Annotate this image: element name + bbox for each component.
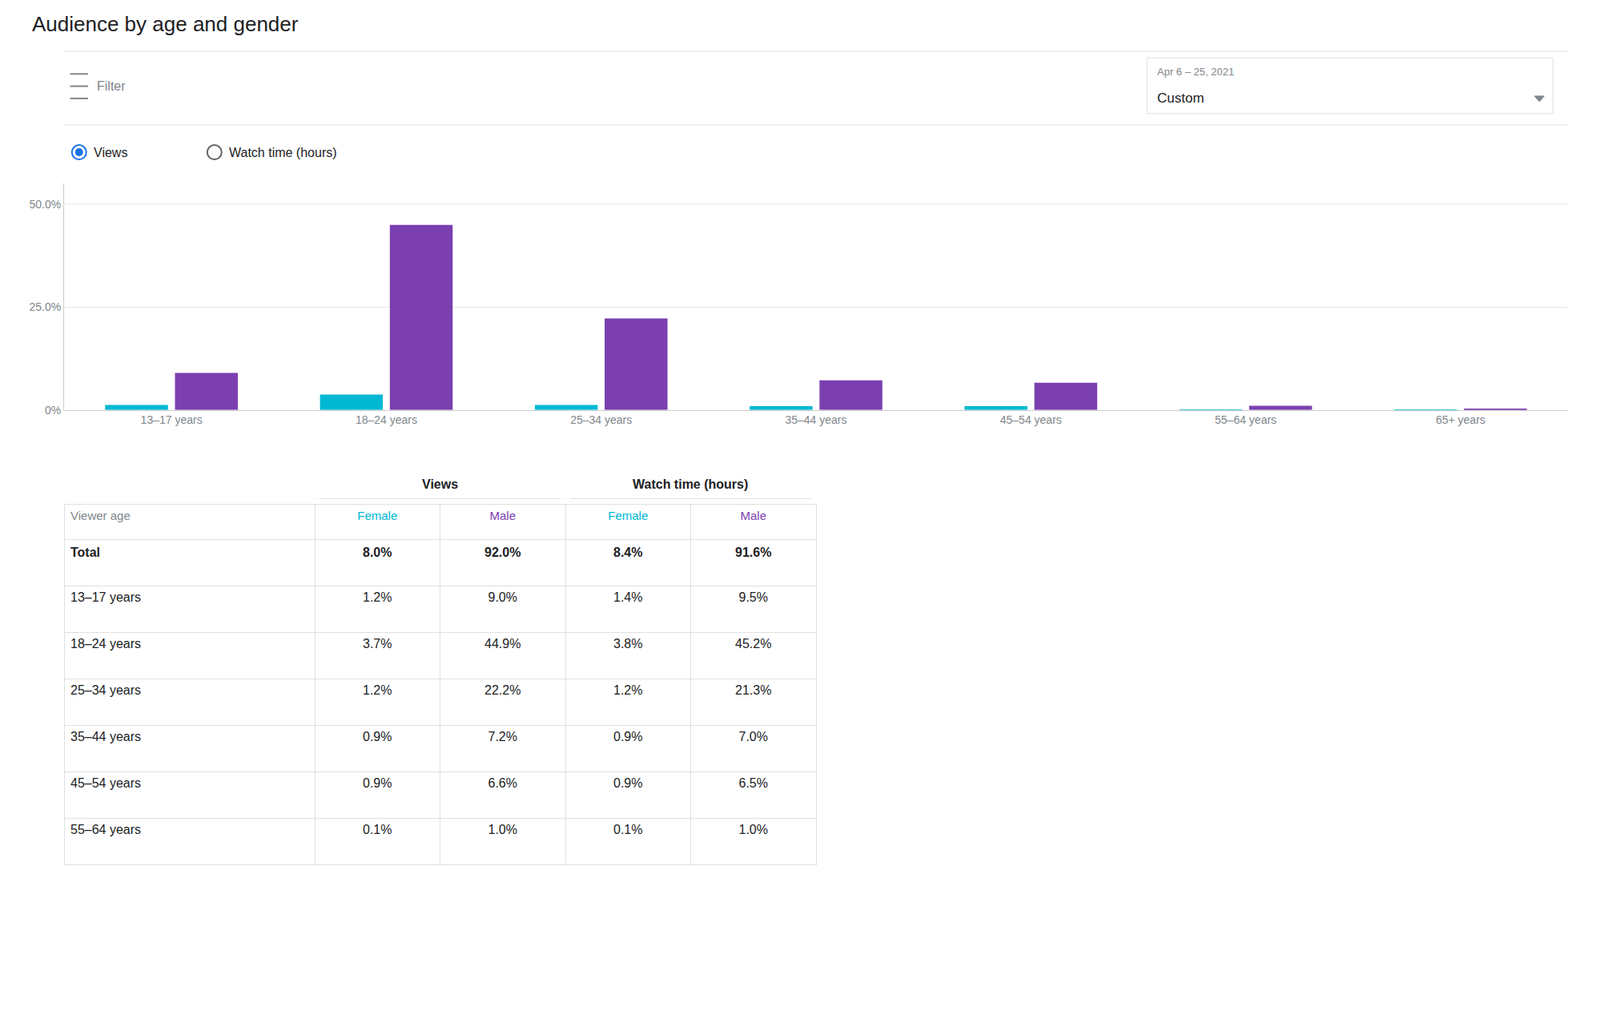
svg-text:8.0%: 8.0% bbox=[362, 545, 392, 559]
svg-text:1.0%: 1.0% bbox=[488, 822, 518, 837]
svg-text:55–64 years: 55–64 years bbox=[70, 822, 141, 837]
svg-text:25.0%: 25.0% bbox=[28, 300, 61, 314]
svg-text:3.7%: 3.7% bbox=[362, 636, 392, 651]
svg-text:44.9%: 44.9% bbox=[484, 636, 521, 651]
svg-text:0.9%: 0.9% bbox=[362, 729, 392, 744]
svg-text:22.2%: 22.2% bbox=[484, 683, 521, 697]
svg-text:0.1%: 0.1% bbox=[613, 822, 643, 837]
svg-text:Apr 6 – 25, 2021: Apr 6 – 25, 2021 bbox=[1157, 65, 1235, 78]
svg-text:0.9%: 0.9% bbox=[362, 775, 392, 790]
svg-text:6.6%: 6.6% bbox=[488, 775, 518, 790]
svg-text:0.9%: 0.9% bbox=[613, 729, 643, 744]
svg-text:1.0%: 1.0% bbox=[739, 822, 768, 837]
svg-text:18–24 years: 18–24 years bbox=[70, 636, 141, 651]
svg-text:25–34 years: 25–34 years bbox=[570, 413, 632, 427]
svg-text:Views: Views bbox=[422, 477, 459, 491]
svg-text:Watch time (hours): Watch time (hours) bbox=[632, 477, 748, 491]
svg-text:8.4%: 8.4% bbox=[613, 545, 643, 559]
svg-text:45–54 years: 45–54 years bbox=[70, 775, 141, 790]
svg-text:13–17 years: 13–17 years bbox=[140, 413, 203, 427]
svg-text:Custom: Custom bbox=[1157, 90, 1205, 106]
svg-text:18–24 years: 18–24 years bbox=[355, 413, 418, 427]
svg-text:6.5%: 6.5% bbox=[739, 775, 768, 790]
svg-text:Viewer age: Viewer age bbox=[70, 508, 131, 523]
svg-text:9.0%: 9.0% bbox=[488, 590, 518, 604]
svg-text:9.5%: 9.5% bbox=[739, 590, 768, 604]
svg-text:Filter: Filter bbox=[96, 79, 126, 93]
svg-text:0.1%: 0.1% bbox=[362, 822, 392, 837]
svg-text:Female: Female bbox=[607, 508, 648, 523]
svg-text:13–17 years: 13–17 years bbox=[70, 590, 141, 604]
svg-text:91.6%: 91.6% bbox=[735, 545, 772, 559]
svg-text:92.0%: 92.0% bbox=[484, 545, 521, 559]
svg-text:1.2%: 1.2% bbox=[362, 590, 392, 604]
svg-text:65+ years: 65+ years bbox=[1435, 413, 1486, 427]
svg-text:21.3%: 21.3% bbox=[735, 683, 772, 697]
svg-text:35–44 years: 35–44 years bbox=[784, 413, 847, 427]
svg-text:35–44 years: 35–44 years bbox=[70, 729, 141, 744]
svg-text:Views: Views bbox=[93, 145, 128, 160]
svg-text:45–54 years: 45–54 years bbox=[1000, 413, 1062, 427]
svg-text:55–64 years: 55–64 years bbox=[1214, 413, 1277, 427]
svg-text:Total: Total bbox=[70, 545, 101, 559]
svg-text:25–34 years: 25–34 years bbox=[70, 683, 141, 697]
svg-text:45.2%: 45.2% bbox=[735, 636, 772, 651]
svg-text:Male: Male bbox=[489, 508, 516, 523]
svg-text:Audience by age and gender: Audience by age and gender bbox=[32, 12, 299, 37]
svg-text:1.2%: 1.2% bbox=[362, 683, 392, 697]
svg-text:50.0%: 50.0% bbox=[28, 197, 61, 211]
svg-text:Male: Male bbox=[739, 508, 767, 523]
svg-text:1.2%: 1.2% bbox=[613, 683, 643, 697]
svg-text:7.0%: 7.0% bbox=[739, 729, 768, 744]
svg-text:Female: Female bbox=[357, 508, 398, 523]
svg-text:0.9%: 0.9% bbox=[613, 775, 643, 790]
svg-text:Watch time (hours): Watch time (hours) bbox=[229, 145, 338, 160]
svg-text:7.2%: 7.2% bbox=[488, 729, 518, 744]
svg-text:3.8%: 3.8% bbox=[613, 636, 643, 651]
svg-text:1.4%: 1.4% bbox=[613, 590, 643, 604]
svg-text:0%: 0% bbox=[44, 403, 61, 417]
